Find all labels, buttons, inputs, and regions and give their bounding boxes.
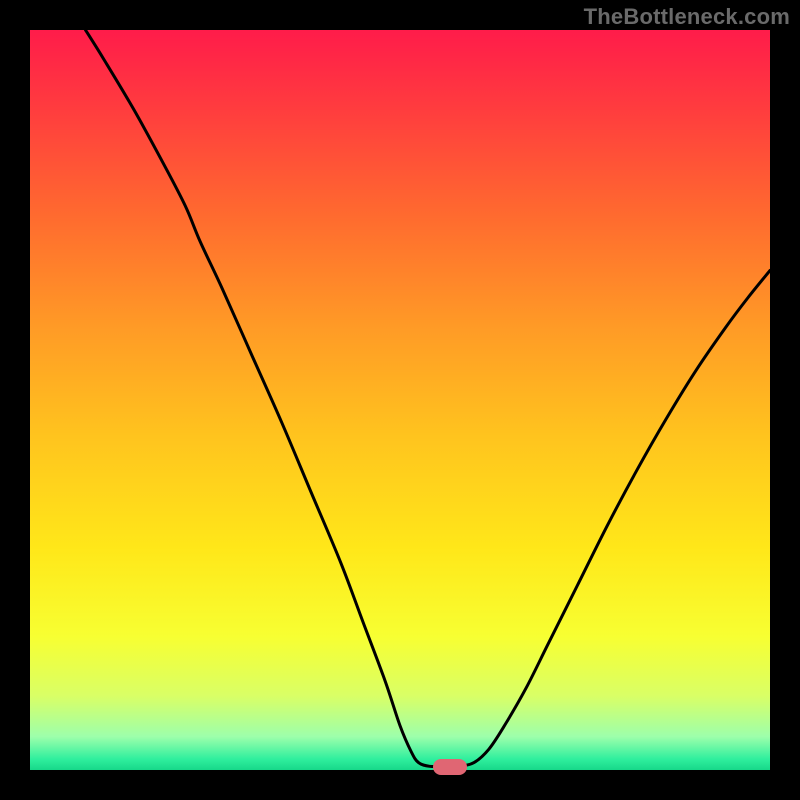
chart-container: TheBottleneck.com bbox=[0, 0, 800, 800]
chart-svg bbox=[0, 0, 800, 800]
optimal-marker bbox=[433, 759, 467, 775]
plot-background bbox=[30, 30, 770, 770]
watermark-text: TheBottleneck.com bbox=[584, 4, 790, 30]
